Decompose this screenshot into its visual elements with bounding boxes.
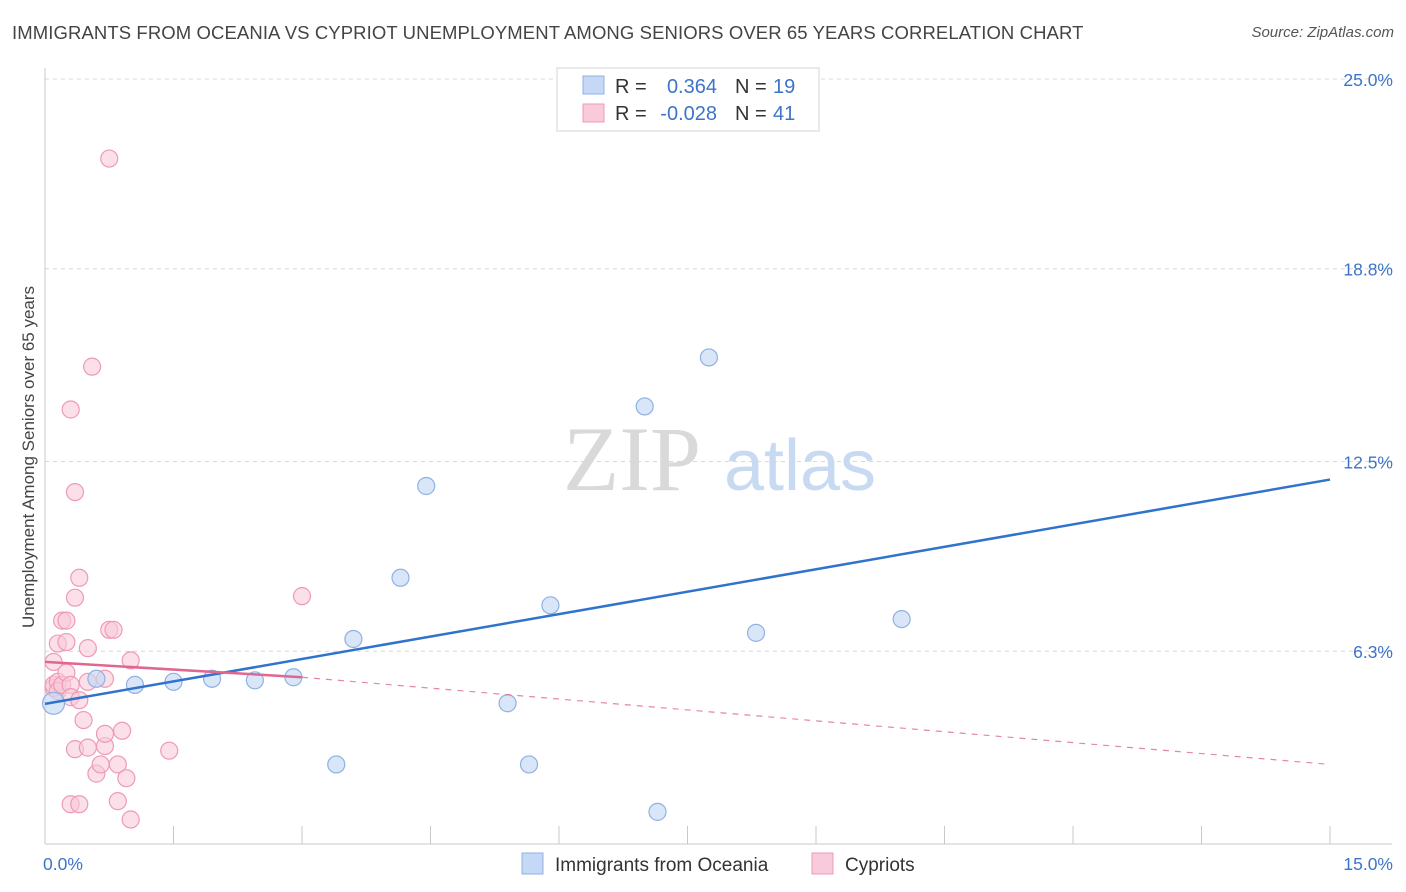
- x-tick-label-1: 15.0%: [1343, 854, 1393, 874]
- series-legend: Immigrants from Oceania Cypriots: [521, 852, 915, 876]
- oceania-point-10: [417, 476, 436, 496]
- source-label: Source: ZipAtlas.com: [1251, 24, 1394, 41]
- bottom-legend-oceania-swatch: [521, 852, 544, 875]
- cypriots-trend-line: [44, 660, 303, 679]
- y-tick-label-1: 12.5%: [1343, 453, 1393, 473]
- cypriots-point-39: [121, 810, 140, 829]
- y-axis-label: Unemployment Among Seniors over 65 years: [19, 286, 38, 628]
- cypriots-point-32: [100, 149, 119, 168]
- cypriots-point-29: [95, 724, 115, 743]
- legend-oceania-r-label: R =: [615, 76, 647, 98]
- correlation-legend: R = 0.364 N = 19 R = -0.028 N = 41: [556, 67, 820, 132]
- oceania-point-1: [87, 669, 106, 688]
- tick-labels: 6.3% 12.5% 18.8% 25.0% 0.0% 15.0%: [43, 70, 1393, 874]
- oceania-point-2: [125, 675, 145, 694]
- cypriots-point-25: [83, 357, 102, 376]
- y-tick-label-0: 6.3%: [1353, 642, 1393, 662]
- cypriots-series: [44, 149, 312, 829]
- legend-cypriots-n-value: 41: [773, 103, 795, 125]
- oceania-point-7: [327, 755, 346, 774]
- cypriots-point-21: [74, 710, 93, 730]
- legend-oceania-swatch: [582, 75, 605, 95]
- y-tick-label-3: 25.0%: [1343, 70, 1393, 90]
- oceania-trend-line: [44, 478, 1331, 706]
- legend-cypriots-r-value: -0.028: [660, 103, 717, 125]
- cypriots-point-34: [108, 755, 127, 774]
- oceania-point-8: [344, 629, 363, 649]
- cypriots-point-8: [57, 611, 76, 630]
- cypriots-point-17: [65, 483, 85, 502]
- oceania-point-17: [746, 623, 766, 642]
- cypriots-point-18: [70, 568, 89, 587]
- cypriots-trend-line-extension: [301, 676, 1331, 766]
- cypriots-point-41: [292, 587, 312, 606]
- oceania-point-18: [892, 609, 911, 629]
- oceania-point-12: [519, 755, 539, 774]
- cypriots-point-22: [78, 738, 97, 757]
- legend-oceania-n-value: 19: [773, 76, 795, 98]
- chart-title: IMMIGRANTS FROM OCEANIA VS CYPRIOT UNEMP…: [12, 22, 1084, 43]
- legend-cypriots-r-label: R =: [615, 103, 647, 125]
- oceania-point-16: [699, 348, 719, 367]
- cypriots-point-11: [61, 400, 80, 419]
- x-tick-label-0: 0.0%: [43, 854, 83, 874]
- cypriots-point-9: [57, 632, 76, 652]
- cypriots-point-38: [121, 651, 140, 670]
- cypriots-point-27: [91, 755, 110, 774]
- watermark-atlas: atlas: [724, 426, 876, 506]
- oceania-point-15: [648, 802, 667, 821]
- cypriots-point-20: [70, 691, 89, 710]
- legend-oceania-r-value: 0.364: [667, 76, 717, 98]
- gridlines: [45, 78, 1392, 652]
- cypriots-point-15: [65, 588, 85, 607]
- watermark-zip: ZIP: [563, 408, 701, 510]
- oceania-point-5: [245, 671, 264, 690]
- watermark: ZIP atlas: [563, 408, 876, 510]
- bottom-legend-oceania-label: Immigrants from Oceania: [555, 855, 769, 876]
- oceania-point-13: [541, 596, 560, 615]
- cypriots-point-19: [70, 795, 89, 814]
- axes: [44, 68, 1392, 845]
- cypriots-point-35: [108, 792, 127, 811]
- cypriots-point-36: [112, 721, 132, 740]
- cypriots-point-40: [160, 741, 179, 760]
- y-tick-label-2: 18.8%: [1343, 260, 1393, 280]
- oceania-point-9: [391, 568, 410, 587]
- cypriots-point-33: [104, 620, 123, 639]
- oceania-point-11: [498, 694, 517, 713]
- bottom-legend-cypriots-swatch: [811, 852, 834, 875]
- trend-lines: [44, 478, 1331, 766]
- legend-cypriots-swatch: [582, 103, 605, 123]
- cypriots-point-24: [78, 639, 97, 658]
- legend-cypriots-n-label: N =: [735, 103, 767, 125]
- legend-oceania-n-label: N =: [735, 76, 767, 98]
- oceania-point-14: [635, 397, 654, 416]
- bottom-legend-cypriots-label: Cypriots: [845, 855, 915, 876]
- cypriots-point-37: [117, 769, 136, 788]
